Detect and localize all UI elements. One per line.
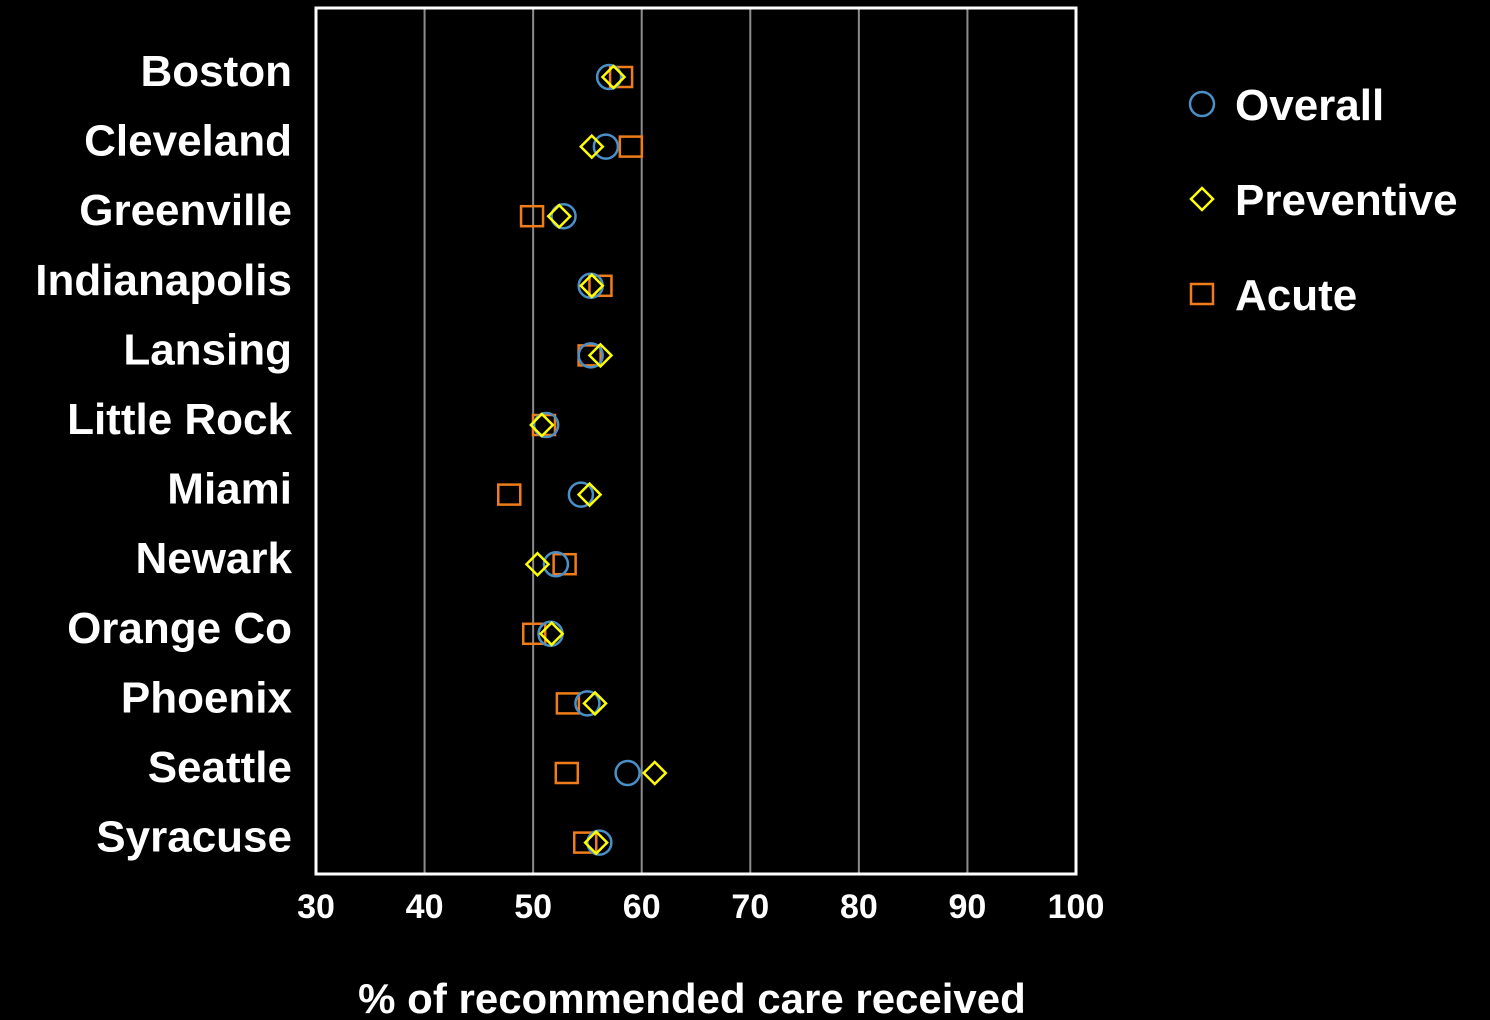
legend-marker-preventive (1189, 186, 1215, 212)
category-label: Cleveland (84, 117, 292, 166)
x-axis-title: % of recommended care received (358, 975, 1026, 1020)
point-preventive-phoenix (582, 690, 608, 717)
point-preventive-lansing (587, 342, 614, 369)
point-preventive-greenville (546, 203, 572, 229)
point-overall-lansing (577, 342, 604, 369)
point-preventive-orange-co (538, 621, 565, 647)
x-tick-90: 90 (949, 888, 987, 926)
grid-lines (423, 8, 969, 874)
legend-label-acute: Acute (1235, 271, 1357, 320)
point-preventive-little-rock (529, 412, 555, 438)
x-tick-40: 40 (406, 888, 444, 926)
category-label: Little Rock (67, 395, 292, 444)
point-preventive-miami (576, 481, 603, 508)
x-tick-60: 60 (623, 888, 661, 926)
point-acute-seattle (554, 761, 580, 785)
point-preventive-newark (524, 551, 551, 577)
category-label: Newark (135, 534, 292, 583)
point-preventive-boston (600, 64, 627, 90)
x-tick-70: 70 (731, 888, 769, 926)
legend: Overall Preventive Acute (1188, 81, 1458, 320)
category-label: Phoenix (121, 673, 293, 722)
category-label: Orange Co (67, 604, 292, 653)
point-overall-newark (542, 550, 570, 578)
point-acute-boston (608, 65, 634, 89)
plot-frame (314, 6, 1078, 876)
point-overall-syracuse (586, 829, 613, 856)
point-overall-greenville (550, 202, 577, 230)
category-label: Lansing (123, 325, 292, 374)
point-acute-miami (497, 483, 522, 506)
point-acute-cleveland (618, 135, 644, 158)
point-overall-cleveland (592, 133, 620, 160)
category-label: Miami (167, 465, 292, 514)
point-acute-syracuse (573, 831, 598, 854)
point-overall-little-rock (532, 411, 560, 439)
category-label: Boston (140, 47, 292, 96)
x-tick-80: 80 (840, 888, 878, 926)
x-tick-labels: 30 40 50 60 70 80 90 100 (297, 888, 1104, 926)
legend-label-preventive: Preventive (1235, 176, 1458, 225)
category-label: Seattle (148, 743, 292, 792)
point-acute-orange-co (521, 622, 547, 646)
category-labels: Boston Cleveland Greenville Indianapolis Lan… (35, 47, 292, 862)
point-acute-indianapolis (588, 274, 613, 298)
x-tick-100: 100 (1048, 888, 1105, 926)
point-overall-boston (595, 63, 623, 91)
legend-marker-overall (1188, 90, 1216, 118)
legend-marker-acute (1189, 282, 1215, 306)
point-preventive-cleveland (579, 133, 605, 160)
point-overall-miami (567, 481, 595, 508)
category-label: Indianapolis (35, 256, 292, 305)
point-acute-greenville (519, 204, 545, 228)
point-preventive-indianapolis (579, 273, 605, 299)
point-preventive-seattle (641, 760, 668, 786)
category-label: Syracuse (96, 813, 292, 862)
point-acute-phoenix (555, 692, 581, 715)
point-overall-seattle (614, 759, 641, 787)
legend-label-overall: Overall (1235, 81, 1384, 130)
point-overall-phoenix (574, 690, 601, 717)
category-label: Greenville (79, 186, 292, 235)
point-preventive-syracuse (583, 829, 609, 856)
x-tick-50: 50 (514, 888, 552, 926)
data-markers (497, 63, 668, 856)
x-tick-30: 30 (297, 888, 335, 926)
